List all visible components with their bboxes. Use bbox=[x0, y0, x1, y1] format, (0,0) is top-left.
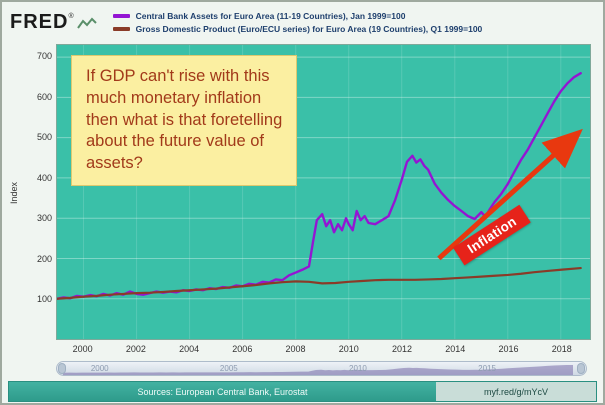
plot-area[interactable]: If GDP can't rise with this much monetar… bbox=[56, 44, 591, 340]
legend-label: Central Bank Assets for Euro Area (11-19… bbox=[135, 10, 406, 21]
fred-logo[interactable]: FRED ® bbox=[10, 12, 97, 32]
chart-area: Index 100 200 300 400 500 600 700 If GDP can't… bbox=[8, 40, 597, 358]
y-axis-title: Index bbox=[9, 181, 19, 205]
scrubber-handle-right[interactable] bbox=[577, 363, 585, 374]
legend: Central Bank Assets for Euro Area (11-19… bbox=[112, 10, 483, 34]
x-tick-label: 2010 bbox=[338, 344, 359, 354]
range-scrubber[interactable]: 2000 2005 2010 2015 bbox=[56, 361, 587, 376]
series-color-swatch bbox=[112, 26, 130, 31]
scrubber-year-label: 2005 bbox=[219, 364, 238, 373]
annotation-note: If GDP can't rise with this much monetar… bbox=[71, 55, 298, 186]
y-tick-label: 300 bbox=[36, 213, 52, 224]
scrubber-mini-chart bbox=[63, 364, 573, 375]
x-tick-label: 2000 bbox=[72, 344, 93, 354]
footer-bar: Sources: European Central Bank, Eurostat… bbox=[8, 381, 597, 402]
series-color-swatch bbox=[112, 13, 130, 18]
scrubber-year-label: 2010 bbox=[349, 364, 367, 373]
line-chart-icon bbox=[76, 17, 97, 29]
y-tick-label: 100 bbox=[36, 294, 52, 305]
legend-label: Gross Domestic Product (Euro/ECU series)… bbox=[135, 23, 483, 34]
y-tick-label: 200 bbox=[36, 253, 52, 264]
legend-item-central-bank-assets: Central Bank Assets for Euro Area (11-19… bbox=[112, 10, 483, 21]
x-tick-label: 2016 bbox=[498, 344, 519, 354]
y-tick-label: 500 bbox=[36, 132, 52, 143]
share-link[interactable]: myf.red/g/mYcV bbox=[436, 382, 596, 401]
fred-logo-text: FRED bbox=[10, 11, 69, 33]
y-tick-label: 400 bbox=[36, 172, 52, 183]
x-tick-label: 2004 bbox=[179, 344, 200, 354]
y-tick-label: 600 bbox=[36, 91, 52, 102]
x-tick-label: 2018 bbox=[551, 344, 572, 354]
scrubber-year-label: 2015 bbox=[478, 364, 496, 373]
x-tick-label: 2002 bbox=[125, 344, 146, 354]
x-tick-label: 2008 bbox=[285, 344, 306, 354]
x-tick-label: 2014 bbox=[445, 344, 466, 354]
scrubber-year-label: 2000 bbox=[90, 364, 109, 373]
y-tick-label: 700 bbox=[36, 51, 52, 62]
chart-header: FRED ® Central Bank Assets for Euro Area… bbox=[2, 2, 603, 40]
x-tick-label: 2006 bbox=[232, 344, 253, 354]
registered-mark: ® bbox=[68, 13, 74, 20]
sources-text: Sources: European Central Bank, Eurostat bbox=[137, 386, 308, 397]
legend-item-gdp: Gross Domestic Product (Euro/ECU series)… bbox=[112, 23, 483, 34]
scrubber-handle-left[interactable] bbox=[58, 363, 66, 374]
x-tick-label: 2012 bbox=[392, 344, 413, 354]
